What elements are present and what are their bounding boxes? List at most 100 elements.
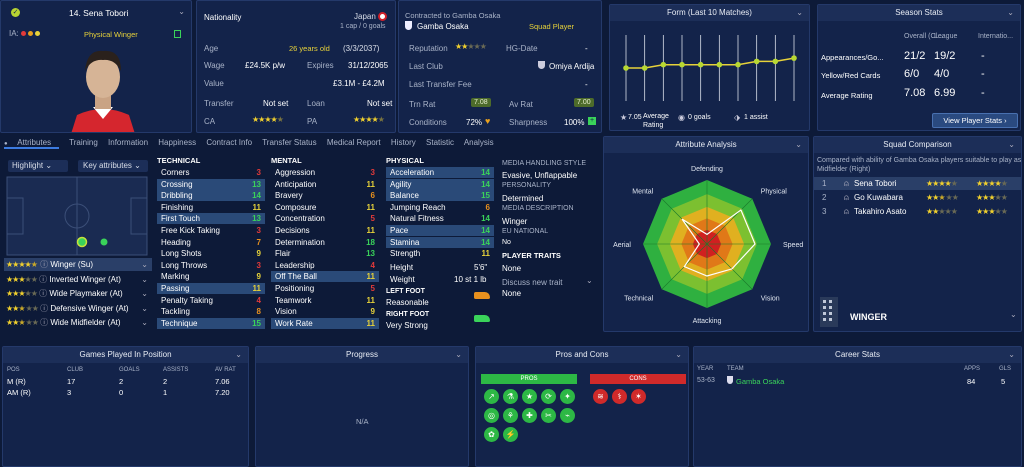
attribute-row[interactable]: Teamwork 11 <box>271 295 379 306</box>
attribute-row[interactable]: Work Rate 11 <box>271 317 379 329</box>
chevron-down-icon[interactable]: ⌄ <box>675 350 682 359</box>
career-team[interactable]: Gamba Osaka <box>736 377 785 386</box>
attribute-row[interactable]: Decisions 11 <box>271 225 379 236</box>
tab-information[interactable]: Information <box>108 138 149 147</box>
attribute-row[interactable]: Concentration 5 <box>271 213 379 224</box>
stripes-icon[interactable]: ≋ <box>593 389 608 404</box>
chevron-down-icon[interactable]: ⌄ <box>1008 350 1015 359</box>
chevron-down-icon[interactable]: ⌄ <box>1007 8 1014 17</box>
chevron-down-icon[interactable]: ⌄ <box>235 350 242 359</box>
role-row[interactable]: ★★★★★ ⓘ Inverted Winger (At) ⌄ <box>4 273 152 286</box>
cross-icon[interactable]: ↗ <box>484 389 499 404</box>
attribute-row[interactable]: Vision 9 <box>271 306 379 317</box>
tab-happiness[interactable]: Happiness <box>158 138 197 147</box>
view-player-stats-button[interactable]: View Player Stats › <box>932 113 1018 128</box>
chevron-down-icon[interactable]: ⌄ <box>178 7 185 16</box>
chevron-down-icon[interactable]: ⌄ <box>796 8 803 17</box>
attribute-row[interactable]: Pace 14 <box>386 225 494 237</box>
career-header[interactable]: Career Stats ⌄ <box>694 347 1021 363</box>
spark-icon[interactable]: ✦ <box>560 389 575 404</box>
burst-icon[interactable]: ✶ <box>631 389 646 404</box>
cut-icon[interactable]: ✂ <box>541 408 556 423</box>
season-header[interactable]: Season Stats ⌄ <box>818 5 1020 21</box>
attribute-row[interactable]: Aggression 3 <box>271 167 379 178</box>
attribute-row[interactable]: Long Shots 9 <box>157 248 265 259</box>
discuss-trait-button[interactable]: Discuss new trait <box>502 278 563 287</box>
chevron-down-icon[interactable]: ⌄ <box>1008 140 1015 149</box>
chevron-down-icon[interactable]: ⌄ <box>141 289 148 298</box>
chevron-down-icon[interactable]: ⌄ <box>141 303 148 313</box>
tab-attributes[interactable]: ● Attributes <box>4 138 60 149</box>
attribute-row[interactable]: Positioning 5 <box>271 283 379 294</box>
attribute-row[interactable]: Long Throws 3 <box>157 260 265 271</box>
refresh-icon[interactable]: ⟳ <box>541 389 556 404</box>
attribute-row[interactable]: Anticipation 11 <box>271 179 379 190</box>
club-name[interactable]: Gamba Osaka <box>417 22 469 31</box>
attribute-row[interactable]: Agility 14 <box>386 178 494 190</box>
last-club-value[interactable]: Omiya Ardija <box>549 62 595 71</box>
role-row[interactable]: ★★★★★ ⓘ Winger (Su) ⌄ <box>4 258 152 271</box>
attribute-row[interactable]: Passing 11 <box>157 283 265 295</box>
attribute-row[interactable]: Strength 11 <box>386 248 494 259</box>
chevron-down-icon[interactable]: ⌄ <box>586 276 593 285</box>
squad-row[interactable]: 3 ⍝ Takahiro Asato ★★★★★ ★★★★★ <box>814 205 1021 218</box>
target-icon[interactable]: ◎ <box>484 408 499 423</box>
chevron-down-icon[interactable]: ⌄ <box>141 260 148 269</box>
tab-contract-info[interactable]: Contract Info <box>206 138 253 147</box>
attribute-row[interactable]: Tackling 8 <box>157 306 265 317</box>
medical-icon[interactable]: ⚕ <box>612 389 627 404</box>
attribute-row[interactable]: Off The Ball 11 <box>271 271 379 283</box>
flower-icon[interactable]: ⚘ <box>503 408 518 423</box>
attribute-row[interactable]: Leadership 4 <box>271 260 379 271</box>
attribute-row[interactable]: Dribbling 14 <box>157 190 265 202</box>
attribute-row[interactable]: Jumping Reach 6 <box>386 202 494 213</box>
attribute-row[interactable]: Free Kick Taking 3 <box>157 225 265 236</box>
bolt-icon[interactable]: ⚡ <box>503 427 518 442</box>
squad-header[interactable]: Squad Comparison ⌄ <box>814 137 1021 153</box>
attribute-row[interactable]: Acceleration 14 <box>386 167 494 179</box>
attribute-row[interactable]: Flair 13 <box>271 248 379 259</box>
proscons-header[interactable]: Pros and Cons ⌄ <box>476 347 688 363</box>
key-attributes-dropdown[interactable]: Key attributes ⌄ <box>78 160 148 172</box>
chevron-down-icon[interactable]: ⌄ <box>795 140 802 149</box>
attribute-row[interactable]: Finishing 11 <box>157 202 265 213</box>
chevron-down-icon[interactable]: ⌄ <box>455 350 462 359</box>
tab-medical-report[interactable]: Medical Report <box>326 138 381 147</box>
form-header[interactable]: Form (Last 10 Matches) ⌄ <box>610 5 809 21</box>
attribute-row[interactable]: Penalty Taking 4 <box>157 295 265 306</box>
attribute-row[interactable]: Corners 3 <box>157 167 265 178</box>
progress-header[interactable]: Progress ⌄ <box>256 347 468 363</box>
tab-training[interactable]: Training <box>69 138 98 147</box>
role-row[interactable]: ★★★★★ ⓘ Wide Midfielder (At) ⌄ <box>4 316 152 329</box>
analysis-header[interactable]: Attribute Analysis ⌄ <box>604 137 808 153</box>
role-row[interactable]: ★★★★★ ⓘ Defensive Winger (At) ⌄ <box>4 302 152 315</box>
attribute-row[interactable]: Stamina 14 <box>386 236 494 248</box>
games-header[interactable]: Games Played In Position ⌄ <box>3 347 248 363</box>
highlight-dropdown[interactable]: Highlight ⌄ <box>8 160 68 172</box>
wave-icon[interactable]: ⌁ <box>560 408 575 423</box>
role-row[interactable]: ★★★★★ ⓘ Wide Playmaker (At) ⌄ <box>4 287 152 300</box>
chevron-down-icon[interactable]: ⌄ <box>1010 310 1017 319</box>
plus-icon[interactable]: ✚ <box>522 408 537 423</box>
potion-icon[interactable]: ⚗ <box>503 389 518 404</box>
squad-row[interactable]: 1 ⍝ Sena Tobori ★★★★★ ★★★★★ <box>814 177 1021 190</box>
chevron-down-icon[interactable]: ⌄ <box>141 318 148 327</box>
bloom-icon[interactable]: ✿ <box>484 427 499 442</box>
attribute-row[interactable]: Determination 18 <box>271 237 379 248</box>
chevron-down-icon[interactable]: ⌄ <box>141 274 148 284</box>
tab-transfer-status[interactable]: Transfer Status <box>262 138 317 147</box>
attribute-row[interactable]: Balance 15 <box>386 190 494 202</box>
attribute-row[interactable]: Marking 9 <box>157 271 265 282</box>
tab-history[interactable]: History <box>390 138 416 147</box>
squad-row[interactable]: 2 ⍝ Go Kuwabara ★★★★★ ★★★★★ <box>814 191 1021 204</box>
attribute-row[interactable]: Bravery 6 <box>271 190 379 201</box>
attribute-row[interactable]: Natural Fitness 14 <box>386 213 494 224</box>
attribute-row[interactable]: Heading 7 <box>157 237 265 248</box>
tab-analysis[interactable]: Analysis <box>463 138 494 147</box>
tab-statistic[interactable]: Statistic <box>426 138 455 147</box>
attribute-row[interactable]: First Touch 13 <box>157 213 265 225</box>
name-bar[interactable]: ✓ 14. Sena Tobori ⌄ <box>1 7 191 21</box>
attribute-row[interactable]: Crossing 13 <box>157 178 265 190</box>
attribute-row[interactable]: Technique 15 <box>157 317 265 329</box>
star-icon[interactable]: ★ <box>522 389 537 404</box>
